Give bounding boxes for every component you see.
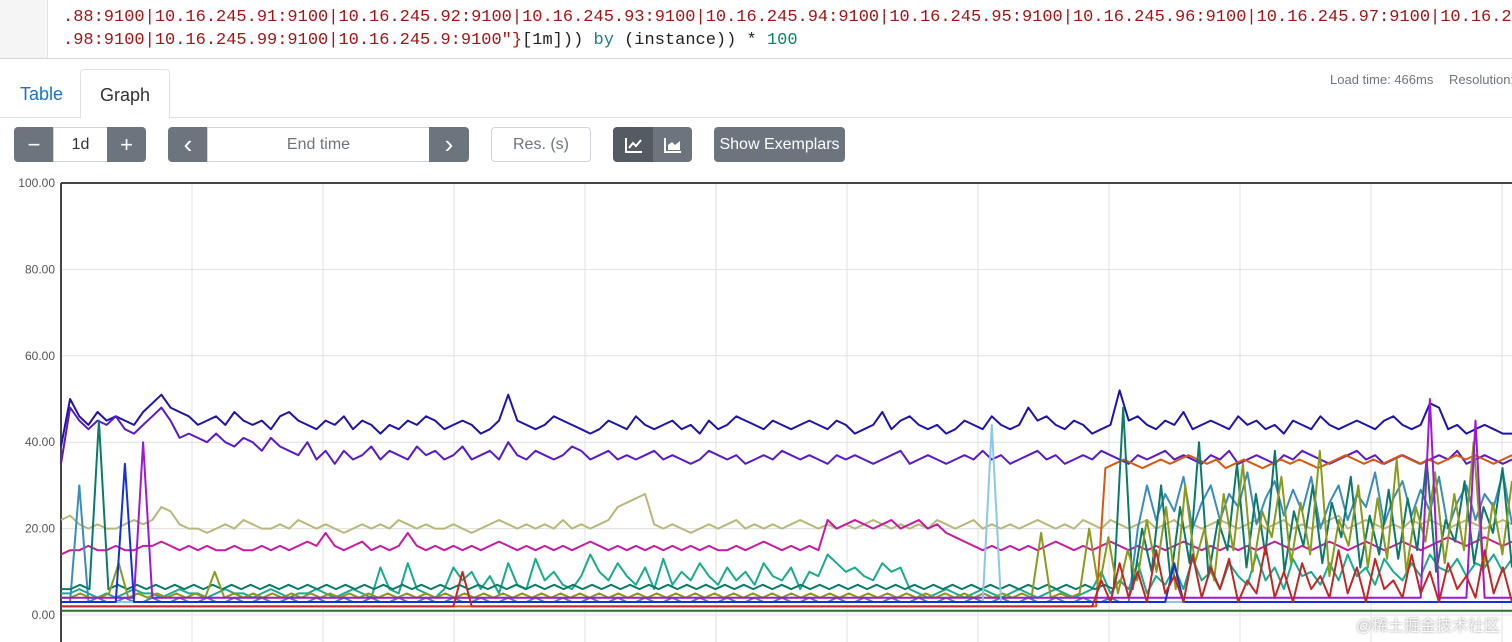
series-line-5 xyxy=(61,553,1512,599)
end-time-next-button[interactable]: › xyxy=(429,127,469,162)
range-decrease-button[interactable]: − xyxy=(14,127,54,162)
y-tick-label: 100.00 xyxy=(18,176,55,190)
stacked-chart-button[interactable] xyxy=(653,127,692,162)
show-exemplars-button[interactable]: Show Exemplars xyxy=(714,127,845,162)
query-line-2-string: .98:9100|10.16.245.99:9100|10.16.245.9:9… xyxy=(63,31,523,50)
query-line-2-number: 100 xyxy=(766,31,798,50)
stacked-chart-icon xyxy=(663,137,681,153)
time-series-chart[interactable]: 100.00 80.00 60.00 40.00 20.00 0.00 xyxy=(0,170,1512,642)
query-line-2-instance: (instance)) xyxy=(624,31,737,50)
series-line-11 xyxy=(61,398,1512,599)
query-editor[interactable]: .88:9100|10.16.245.91:9100|10.16.245.92:… xyxy=(0,0,1512,59)
query-line-2: .98:9100|10.16.245.99:9100|10.16.245.9:9… xyxy=(63,29,1512,52)
query-line-1: .88:9100|10.16.245.91:9100|10.16.245.92:… xyxy=(63,8,1512,27)
tab-table[interactable]: Table xyxy=(20,84,64,104)
series-line-6 xyxy=(61,454,1512,608)
series-line-2 xyxy=(60,406,1512,465)
range-increase-button[interactable]: + xyxy=(107,127,146,162)
y-tick-label: 40.00 xyxy=(25,435,55,449)
tab-graph[interactable]: Graph xyxy=(80,69,171,119)
range-input[interactable]: 1d xyxy=(53,127,108,162)
query-line-2-mult: * xyxy=(736,31,767,50)
y-tick-label: 0.00 xyxy=(32,608,56,622)
load-time: Load time: 466ms xyxy=(1330,72,1434,87)
query-line-2-by: by xyxy=(583,31,625,50)
y-tick-label: 60.00 xyxy=(25,349,55,363)
editor-gutter xyxy=(0,0,48,58)
query-text[interactable]: .88:9100|10.16.245.91:9100|10.16.245.92:… xyxy=(63,6,1512,52)
series-line-13 xyxy=(61,462,1512,603)
y-tick-label: 80.00 xyxy=(25,262,55,276)
resolution-input[interactable]: Res. (s) xyxy=(491,127,591,162)
end-time-input[interactable]: End time xyxy=(207,127,430,162)
end-time-prev-button[interactable]: ‹ xyxy=(168,127,208,162)
result-tabs: Table Graph xyxy=(0,69,1512,119)
line-chart-button[interactable] xyxy=(613,127,654,162)
series-line-14 xyxy=(61,544,1512,608)
series-line-1 xyxy=(60,389,1512,447)
resolution-label: Resolution: xyxy=(1449,72,1512,87)
series-line-3 xyxy=(60,493,1512,534)
watermark: @稀土掘金技术社区 xyxy=(1355,618,1500,635)
series-line-9 xyxy=(61,406,1512,591)
series-line-4 xyxy=(60,519,1512,556)
y-tick-label: 20.00 xyxy=(25,522,55,536)
query-line-2-range: [1m])) xyxy=(522,31,584,50)
line-chart-icon xyxy=(624,137,642,153)
